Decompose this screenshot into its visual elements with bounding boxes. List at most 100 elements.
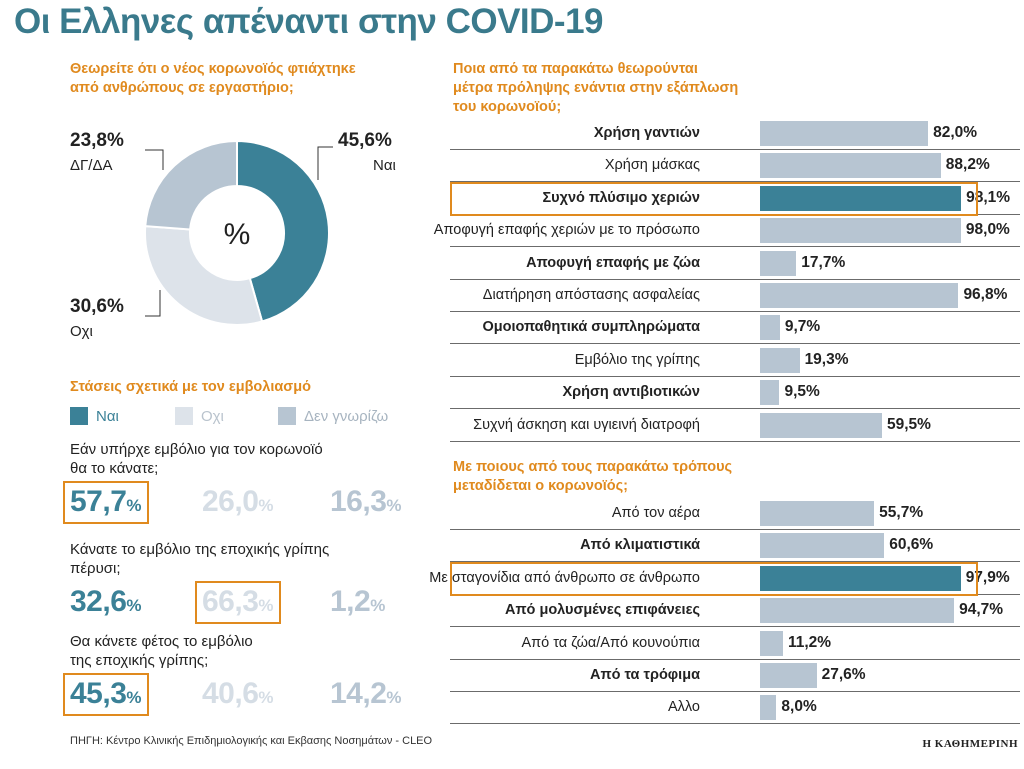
legend-dk: Δεν γνωρίζω [278, 407, 388, 425]
pie-slice-no [144, 224, 264, 326]
prevention-value: 9,7% [784, 318, 821, 336]
prevention-bar [760, 347, 800, 373]
vaccine-highlight-box [63, 673, 149, 716]
transmission-title-line2: μεταδίδεται ο κορωνοϊός; [453, 478, 629, 494]
transmission-highlight-box [450, 561, 978, 596]
vaccine-highlight-box [195, 581, 281, 624]
pie-slice-yes [236, 139, 330, 323]
prevention-value: 59,5% [886, 415, 931, 433]
transmission-label: Αλλο [667, 699, 700, 716]
pie-label-dk-value: 23,8% [70, 130, 124, 151]
vaccine-value-q1-dk: 16,3% [330, 485, 402, 518]
vaccine-question-1-line2: θα το κάνατε; [70, 460, 159, 477]
legend-yes-swatch [70, 407, 88, 425]
vaccine-value-q2-dk: 1,2% [330, 585, 385, 618]
transmission-bar [760, 565, 961, 591]
prevention-value: 17,7% [801, 253, 846, 271]
pie-center-label: % [224, 218, 251, 251]
transmission-value: 94,7% [959, 601, 1004, 619]
pie-label-yes-value: 45,6% [338, 130, 392, 151]
transmission-label: Από κλιματιστικά [580, 537, 700, 554]
transmission-bar [760, 501, 875, 526]
vaccine-value-q3-dk: 14,2% [330, 677, 402, 710]
vaccine-question-3-line1: Θα κάνετε φέτος το εμβόλιο [70, 633, 253, 650]
transmission-value: 27,6% [821, 666, 866, 683]
prevention-label: Αποφυγή επαφής με ζώα [526, 254, 700, 271]
prevention-value: 82,0% [933, 124, 978, 141]
transmission-value: 60,6% [889, 536, 934, 554]
prevention-row: Συχνή άσκηση και υγιεινή διατροφή 59,5% [450, 410, 1020, 442]
vaccine-question-2-line2: πέρυσι; [70, 560, 121, 577]
prevention-value: 9,5% [784, 383, 820, 401]
vaccine-section-title: Στάσεις σχετικά με τον εμβολιασμό [70, 379, 311, 395]
prevention-value: 19,3% [804, 350, 849, 368]
prevention-row: Χρήση μάσκας 88,2% [450, 150, 1020, 183]
prevention-bar [760, 380, 780, 406]
prevention-bar [760, 315, 780, 341]
prevention-row: Ομοιοπαθητικά συμπληρώματα 9,7% [450, 312, 1020, 345]
pie-label-no: Οχι [70, 323, 93, 340]
transmission-row: Αλλο 8,0% [450, 692, 1020, 725]
source-note: ΠΗΓΗ: Κέντρο Κλινικής Επιδημιολογικής κα… [70, 735, 433, 747]
transmission-row: Από κλιματιστικά 60,6% [450, 530, 1020, 563]
prevention-label: Συχνή άσκηση και υγιεινή διατροφή [473, 416, 700, 433]
prevention-title-line1: Ποια από τα παρακάτω θεωρούνται [453, 61, 698, 77]
prevention-bar [760, 121, 929, 146]
transmission-value: 11,2% [787, 633, 832, 651]
vaccine-question-1-line1: Εάν υπήρχε εμβόλιο για τον κορωνοϊό [70, 441, 323, 458]
vaccine-highlight-box [63, 481, 149, 524]
prevention-bar [760, 153, 941, 179]
transmission-value: 8,0% [781, 698, 817, 716]
publisher-logo: Η ΚΑΘΗΜΕΡΙΝΗ [922, 738, 1018, 750]
vaccine-question-2-line1: Κάνατε το εμβόλιο της εποχικής γρίπης [70, 541, 330, 558]
prevention-row: Διατήρηση απόστασης ασφαλείας 96,8% [450, 280, 1020, 312]
legend-no: Οχι [175, 407, 224, 425]
transmission-row: Από τα ζώα/Από κουνούπια 11,2% [450, 628, 1020, 660]
legend-dk-label: Δεν γνωρίζω [304, 407, 389, 425]
transmission-bar [760, 533, 885, 559]
pie-leader-yes [317, 146, 333, 180]
prevention-value: 96,8% [963, 286, 1008, 303]
prevention-label: Χρήση γαντιών [593, 125, 700, 141]
pie-label-no-value: 30,6% [70, 296, 124, 317]
pie-leader-no [145, 290, 161, 317]
legend-yes: Ναι [70, 407, 119, 425]
pie-label-yes: Ναι [373, 157, 396, 174]
prevention-bar [760, 283, 959, 308]
transmission-label: Από τα ζώα/Από κουνούπια [521, 634, 700, 651]
transmission-title-line1: Με ποιους από τους παρακάτω τρόπους [453, 459, 733, 475]
vaccine-value-q3-yes: 45,3% [70, 677, 142, 710]
pie-question-line2: από ανθρώπους σε εργαστήριο; [70, 80, 294, 96]
prevention-row: Εμβόλιο της γρίπης 19,3% [450, 345, 1020, 377]
transmission-row: Από τα τρόφιμα 27,6% [450, 660, 1020, 692]
prevention-row: Αποφυγή επαφής χεριών με το πρόσωπο 98,0% [434, 215, 1020, 248]
prevention-bar [760, 218, 961, 244]
legend-no-label: Οχι [201, 407, 224, 425]
transmission-bar [760, 630, 783, 656]
prevention-label: Χρήση μάσκας [604, 157, 700, 174]
transmission-row: Από τον αέρα 55,7% [450, 498, 1020, 530]
prevention-label: Εμβόλιο της γρίπης [574, 351, 700, 368]
transmission-label: Από μολυσμένες επιφάνειες [504, 602, 700, 619]
pie-slice-dk [144, 139, 238, 231]
page-title: Οι Ελληνες απέναντι στην COVID-19 [14, 2, 604, 41]
legend-yes-label: Ναι [96, 407, 119, 425]
prevention-value: 88,2% [945, 156, 990, 174]
prevention-label: Ομοιοπαθητικά συμπληρώματα [482, 319, 700, 336]
transmission-bar [760, 663, 817, 688]
pie-question-line1: Θεωρείτε ότι ο νέος κορωνοϊός φτιάχτηκε [70, 61, 356, 77]
prevention-label: Αποφυγή επαφής χεριών με το πρόσωπο [433, 222, 700, 239]
prevention-label: Χρήση αντιβιοτικών [562, 384, 700, 401]
legend-no-swatch [175, 407, 193, 425]
vaccine-value-q2-yes: 32,6% [70, 585, 142, 618]
prevention-title-line2: μέτρα πρόληψης ενάντια στην εξάπλωση [453, 80, 739, 96]
transmission-label: Με σταγονίδια από άνθρωπο σε άνθρωπο [429, 569, 700, 586]
transmission-label: Από τον αέρα [611, 505, 700, 521]
transmission-row: Από μολυσμένες επιφάνειες 94,7% [450, 595, 1020, 628]
prevention-bar [760, 412, 882, 438]
vaccine-value-q3-no: 40,6% [202, 677, 274, 710]
pie-leader-dk [145, 149, 164, 170]
prevention-highlight-box [450, 181, 978, 216]
transmission-bar [760, 695, 777, 721]
